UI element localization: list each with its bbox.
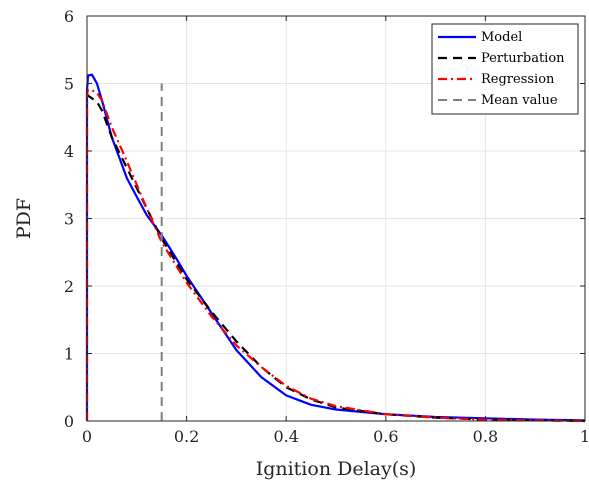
y-tick-label: 3 — [64, 210, 74, 229]
y-tick-label: 2 — [64, 277, 74, 296]
x-tick-label: 1 — [580, 427, 589, 446]
x-tick-label: 0.8 — [473, 427, 498, 446]
y-tick-label: 5 — [64, 75, 74, 94]
y-tick-label: 6 — [64, 7, 74, 26]
y-tick-label: 4 — [64, 142, 74, 161]
tick-labels: 0 0.2 0.4 0.6 0.8 1 0 1 2 3 4 5 6 — [64, 7, 589, 446]
y-tick-label: 0 — [64, 412, 74, 431]
regression-legend-label: Regression — [481, 72, 555, 87]
x-tick-label: 0.2 — [174, 427, 199, 446]
x-tick-label: 0.6 — [373, 427, 398, 446]
regression-series-line — [85, 88, 586, 423]
perturbation-series-line — [86, 93, 586, 423]
y-axis-label: PDF — [13, 198, 35, 239]
grid — [86, 15, 586, 422]
ticks — [86, 15, 586, 422]
perturbation-legend-label: Perturbation — [481, 51, 565, 66]
plot-lines — [85, 73, 586, 423]
mean-value-legend-label: Mean value — [481, 93, 558, 108]
legend: Model Perturbation Regression Mean value — [431, 23, 579, 115]
x-tick-label: 0.4 — [273, 427, 298, 446]
x-tick-label: 0 — [82, 427, 92, 446]
model-legend-label: Model — [481, 30, 522, 45]
y-tick-label: 1 — [64, 345, 74, 364]
x-axis-label: Ignition Delay(s) — [256, 458, 417, 480]
